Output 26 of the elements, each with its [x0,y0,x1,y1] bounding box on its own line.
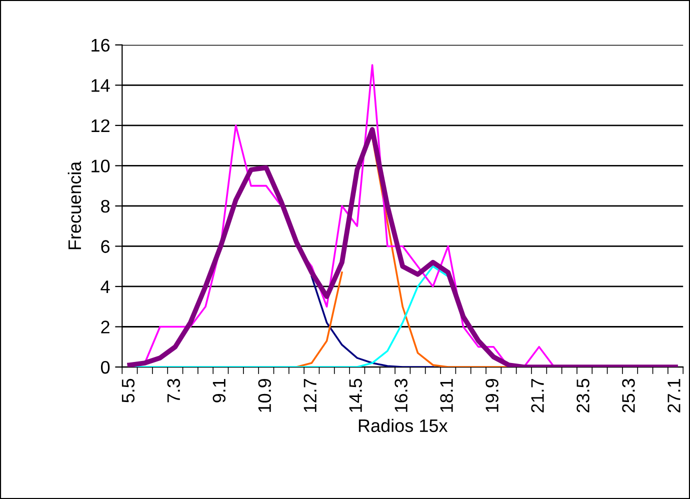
y-tick-label: 2 [101,320,110,334]
x-tick-label: 12.7 [304,379,316,412]
x-tick-label: 7.3 [167,378,180,402]
y-tick-label: 10 [92,160,110,172]
x-tick-label: 16.3 [394,378,408,412]
y-tick-label: 8 [101,200,110,213]
x-axis-title: Radios 15x [358,418,448,432]
y-tick-label: 4 [100,280,110,294]
y-axis-title: Frecuencia [68,161,82,250]
y-tick-label: 16 [92,38,110,52]
x-tick-label: 5.5 [122,378,135,402]
x-tick-label: 14.5 [349,378,362,412]
y-tick-label: 14 [92,79,110,92]
x-tick-label: 21.7 [531,379,544,412]
x-tick-label: 18.1 [440,379,453,412]
x-tick-label: 10.9 [258,378,272,412]
y-tick-label: 0 [100,360,110,374]
y-tick-label: 12 [92,119,110,132]
y-tick-label: 6 [101,240,110,253]
line-series [127,127,678,368]
line-series [310,276,434,368]
x-tick-label: 19.9 [486,378,498,412]
x-tick-label: 9.1 [212,379,226,402]
x-tick-label: 25.3 [622,378,635,412]
x-tick-label: 23.5 [576,378,590,412]
x-tick-label: 27.1 [668,379,680,412]
